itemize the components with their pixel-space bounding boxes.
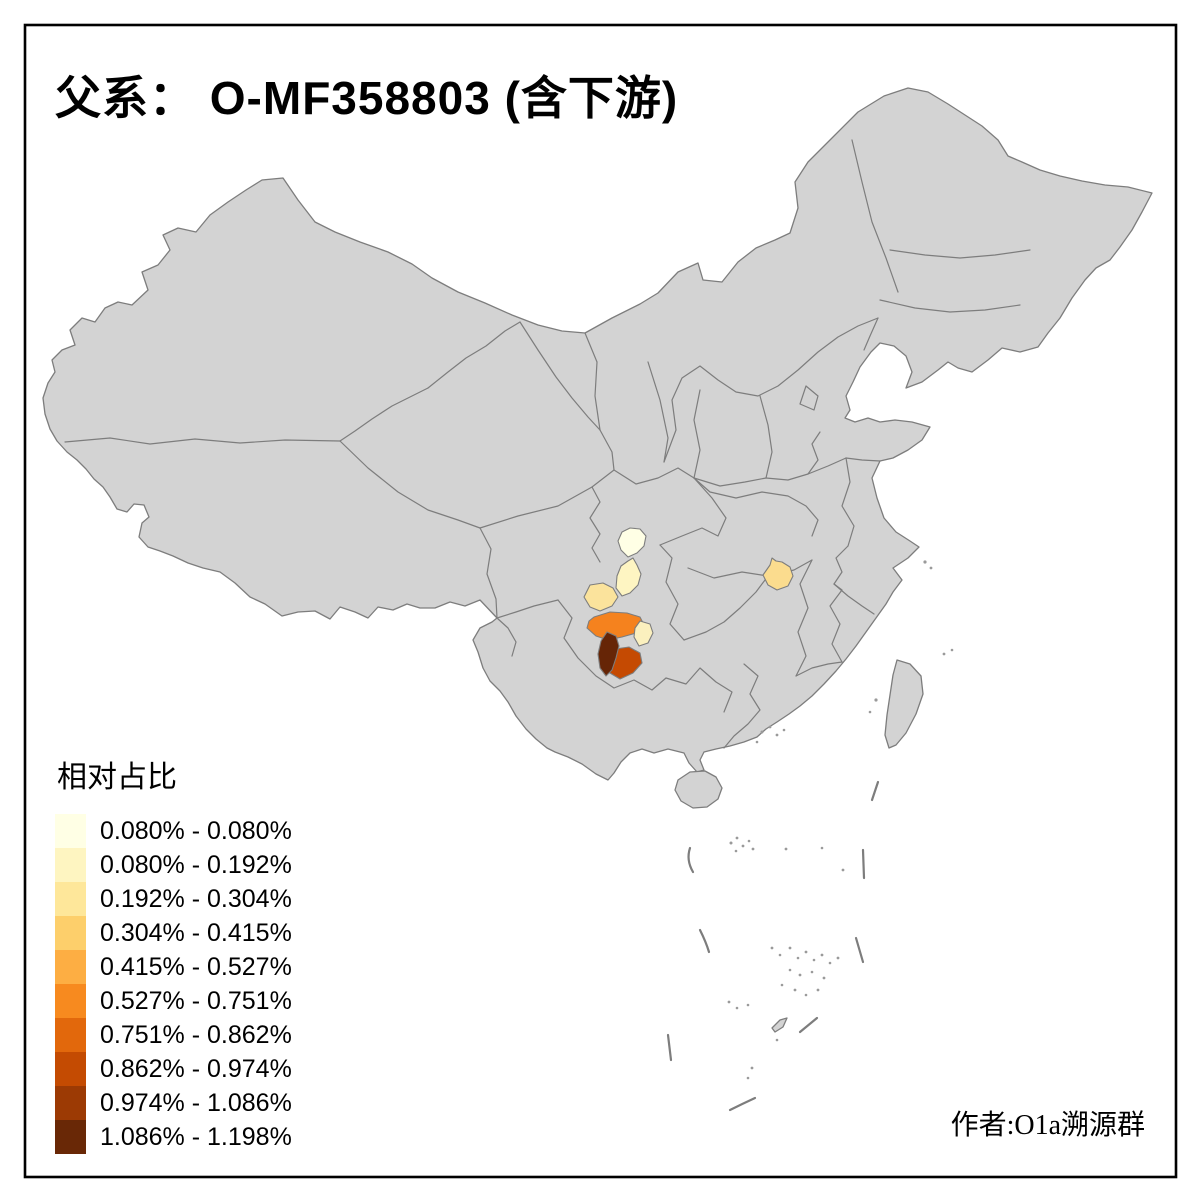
legend-label: 1.086% - 1.198%	[100, 1122, 292, 1151]
region-sichuan-pale-small-east	[633, 620, 654, 647]
legend: 相对占比 0.080% - 0.080% 0.080% - 0.192% 0.1…	[55, 752, 292, 1154]
legend-row: 0.304% - 0.415%	[55, 916, 292, 950]
legend-label: 0.192% - 0.304%	[100, 884, 292, 913]
island-dots	[727, 560, 954, 1080]
legend-swatch	[55, 1086, 86, 1120]
nine-dash-line	[666, 780, 880, 1112]
legend-row: 0.974% - 1.086%	[55, 1086, 292, 1120]
region-sichuan-palest-north	[617, 527, 647, 558]
plot-frame	[23, 23, 1178, 1179]
legend-title: 相对占比	[57, 761, 177, 794]
mainland-outline	[42, 87, 1153, 781]
mainland-china	[42, 87, 1153, 1033]
legend-swatch	[55, 1018, 86, 1052]
legend-swatch	[55, 950, 86, 984]
legend-swatch	[55, 814, 86, 848]
legend-swatch	[55, 848, 86, 882]
legend-row: 0.080% - 0.080%	[55, 814, 292, 848]
legend-swatch	[55, 984, 86, 1018]
region-sichuan-darkest-brown	[597, 631, 620, 677]
legend-swatch	[55, 882, 86, 916]
legend-label: 0.304% - 0.415%	[100, 918, 292, 947]
legend-label: 0.862% - 0.974%	[100, 1054, 292, 1083]
legend-label: 0.751% - 0.862%	[100, 1020, 292, 1049]
legend-row: 0.527% - 0.751%	[55, 984, 292, 1018]
legend-label: 0.080% - 0.192%	[100, 850, 292, 879]
legend-swatch	[55, 1052, 86, 1086]
legend-label: 0.080% - 0.080%	[100, 816, 292, 845]
attribution: 作者:O1a溯源群	[950, 1110, 1145, 1141]
legend-label: 0.974% - 1.086%	[100, 1088, 292, 1117]
legend-row: 0.080% - 0.192%	[55, 848, 292, 882]
region-sichuan-orange	[586, 611, 645, 641]
hainan-island	[674, 770, 723, 809]
legend-swatch	[55, 1120, 86, 1154]
region-sichuan-yellow-west	[583, 582, 619, 612]
highlighted-regions	[583, 527, 794, 680]
province-borders	[64, 139, 1031, 749]
legend-label: 0.527% - 0.751%	[100, 986, 292, 1015]
legend-row: 0.192% - 0.304%	[55, 882, 292, 916]
map-title: 父系： O-MF358803 (含下游)	[55, 72, 679, 124]
south-sea-islet	[771, 1017, 788, 1033]
legend-row: 0.415% - 0.527%	[55, 950, 292, 984]
legend-row: 0.862% - 0.974%	[55, 1052, 292, 1086]
legend-swatch	[55, 916, 86, 950]
region-sichuan-pale-chengdu	[615, 557, 642, 597]
legend-rows: 0.080% - 0.080% 0.080% - 0.192% 0.192% -…	[55, 814, 292, 1154]
taiwan-island	[884, 659, 924, 749]
legend-row: 0.751% - 0.862%	[55, 1018, 292, 1052]
region-hunan-yellow	[762, 557, 794, 591]
legend-row: 1.086% - 1.198%	[55, 1120, 292, 1154]
legend-label: 0.415% - 0.527%	[100, 952, 292, 981]
